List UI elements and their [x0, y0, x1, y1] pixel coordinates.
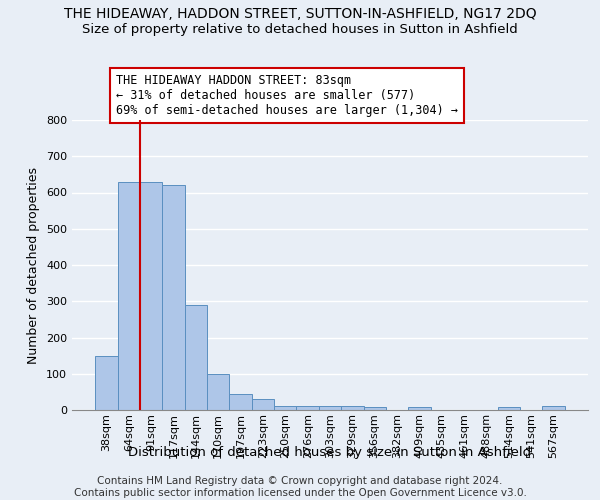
Bar [118, 182, 140, 410]
Bar [274, 406, 296, 410]
Text: Contains HM Land Registry data © Crown copyright and database right 2024.
Contai: Contains HM Land Registry data © Crown c… [74, 476, 526, 498]
Bar [229, 394, 252, 410]
Bar [140, 182, 163, 410]
Text: THE HIDEAWAY, HADDON STREET, SUTTON-IN-ASHFIELD, NG17 2DQ: THE HIDEAWAY, HADDON STREET, SUTTON-IN-A… [64, 8, 536, 22]
Bar [95, 356, 118, 410]
Bar [163, 185, 185, 410]
Bar [364, 407, 386, 410]
Text: THE HIDEAWAY HADDON STREET: 83sqm
← 31% of detached houses are smaller (577)
69%: THE HIDEAWAY HADDON STREET: 83sqm ← 31% … [116, 74, 458, 117]
Bar [497, 407, 520, 410]
Y-axis label: Number of detached properties: Number of detached properties [28, 166, 40, 364]
Bar [252, 399, 274, 410]
Text: Distribution of detached houses by size in Sutton in Ashfield: Distribution of detached houses by size … [128, 446, 532, 459]
Bar [296, 406, 319, 410]
Bar [319, 406, 341, 410]
Bar [185, 305, 207, 410]
Text: Size of property relative to detached houses in Sutton in Ashfield: Size of property relative to detached ho… [82, 22, 518, 36]
Bar [542, 406, 565, 410]
Bar [207, 374, 229, 410]
Bar [408, 407, 431, 410]
Bar [341, 406, 364, 410]
